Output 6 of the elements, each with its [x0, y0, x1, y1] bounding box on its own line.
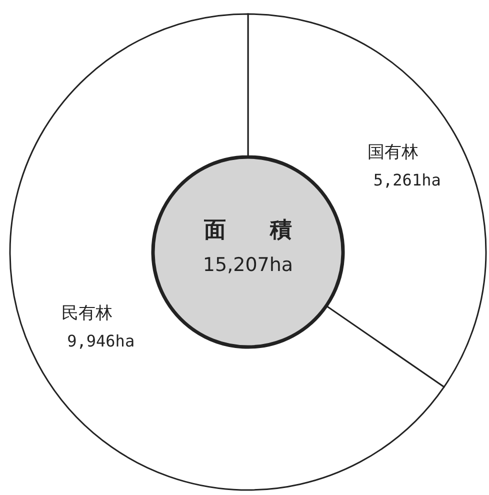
- slice-label: 国有林: [368, 142, 419, 163]
- text: 15,207ha: [202, 253, 294, 278]
- data-label: 5,261ha: [373, 170, 441, 190]
- text: 面 積: [203, 217, 293, 245]
- slice-label: 民有林: [61, 303, 112, 324]
- data-label: 9,946ha: [67, 331, 135, 350]
